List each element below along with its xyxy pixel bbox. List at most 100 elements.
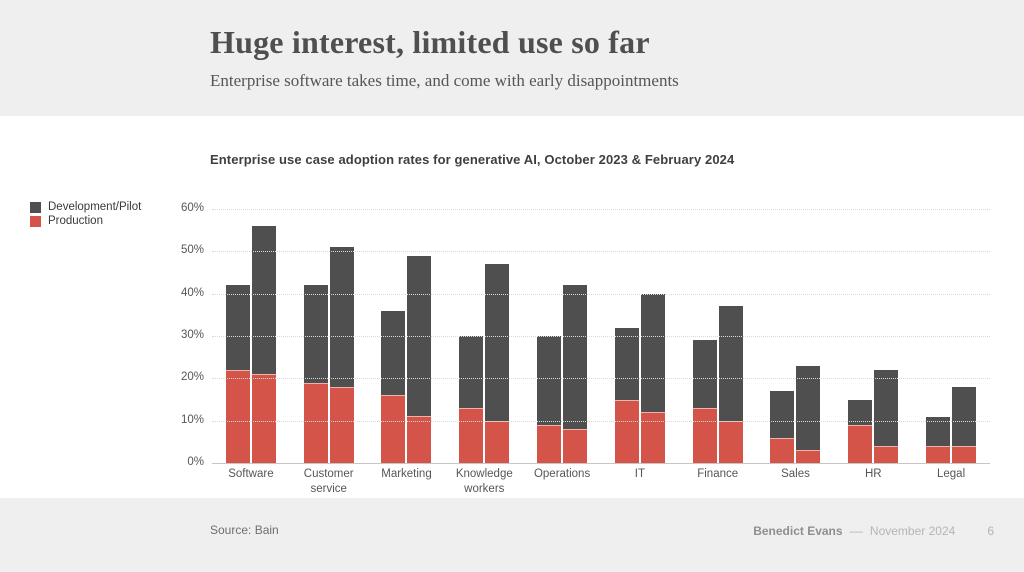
stacked-bar-oct-2023 bbox=[926, 416, 951, 463]
bar-series-container bbox=[212, 209, 990, 463]
y-axis-tick-label: 10% bbox=[180, 413, 204, 426]
bar-segment-production bbox=[718, 420, 743, 463]
stacked-bar-feb-2024 bbox=[329, 247, 354, 463]
bar-segment-production bbox=[848, 424, 873, 463]
bar-segment-development-pilot bbox=[563, 285, 588, 430]
slide-subtitle: Enterprise software takes time, and come… bbox=[210, 71, 679, 90]
bar-group bbox=[757, 209, 835, 463]
stacked-bar-feb-2024 bbox=[952, 386, 977, 463]
x-axis-category-label: IT bbox=[634, 468, 645, 480]
source-note: Source: Bain bbox=[210, 523, 279, 537]
stacked-bar-feb-2024 bbox=[407, 255, 432, 463]
bar-group bbox=[368, 209, 446, 463]
chart-legend: Development/Pilot Production bbox=[30, 201, 141, 229]
footer-author: Benedict Evans bbox=[753, 524, 843, 538]
bar-segment-production bbox=[303, 382, 328, 463]
footer-dash: –– bbox=[849, 524, 863, 538]
footer-band bbox=[0, 498, 1024, 572]
x-axis-category-label: Marketing bbox=[381, 468, 432, 480]
stacked-bar-oct-2023 bbox=[692, 340, 717, 463]
bar-segment-development-pilot bbox=[225, 285, 250, 370]
stacked-bar-oct-2023 bbox=[537, 336, 562, 463]
bar-segment-production bbox=[770, 437, 795, 463]
bar-segment-development-pilot bbox=[381, 310, 406, 396]
bar-group bbox=[523, 209, 601, 463]
bar-segment-production bbox=[251, 374, 276, 463]
bar-segment-development-pilot bbox=[459, 336, 484, 408]
x-axis-category-label: Operations bbox=[533, 468, 591, 480]
gridline bbox=[212, 251, 990, 253]
bar-segment-production bbox=[225, 369, 250, 463]
bar-segment-production bbox=[407, 416, 432, 463]
x-axis-category-label: HR bbox=[864, 468, 882, 480]
bar-segment-production bbox=[692, 408, 717, 463]
bar-segment-development-pilot bbox=[796, 365, 821, 451]
gridline bbox=[212, 420, 990, 422]
y-axis-tick-label: 60% bbox=[180, 202, 204, 214]
bar-group bbox=[834, 209, 912, 463]
gridline bbox=[212, 336, 990, 337]
legend-swatch-development-pilot-icon bbox=[30, 201, 41, 213]
y-axis-tick-label: 30% bbox=[180, 329, 204, 341]
x-axis-labels: Software Customer service Marketing Knowled… bbox=[212, 467, 990, 497]
gridline bbox=[212, 209, 990, 210]
stacked-bar-feb-2024 bbox=[251, 225, 276, 463]
gridline bbox=[212, 378, 990, 380]
x-axis-category-label: Legal bbox=[937, 468, 966, 480]
y-axis-tick-label: 50% bbox=[180, 244, 204, 257]
x-axis-category-label: Knowledge workers bbox=[455, 468, 513, 495]
bar-segment-development-pilot bbox=[692, 340, 717, 408]
stacked-bar-oct-2023 bbox=[614, 327, 639, 463]
bar-segment-development-pilot bbox=[770, 391, 795, 438]
bar-segment-development-pilot bbox=[874, 369, 899, 447]
stacked-bar-oct-2023 bbox=[770, 391, 795, 463]
stacked-bar-oct-2023 bbox=[459, 336, 484, 463]
x-axis-line bbox=[212, 463, 990, 464]
bar-segment-development-pilot bbox=[303, 285, 328, 383]
legend-label: Development/Pilot bbox=[48, 201, 142, 213]
x-axis-category-label: Customer service bbox=[303, 468, 354, 495]
bar-segment-production bbox=[952, 446, 977, 463]
bar-segment-production bbox=[459, 408, 484, 463]
footer-date: November 2024 bbox=[869, 524, 956, 538]
bar-segment-development-pilot bbox=[251, 225, 276, 375]
page-number: 6 bbox=[987, 524, 994, 538]
stacked-bar-oct-2023 bbox=[381, 310, 406, 463]
stacked-bar-oct-2023 bbox=[303, 285, 328, 463]
bar-segment-development-pilot bbox=[485, 264, 510, 421]
bar-group bbox=[679, 209, 757, 463]
x-axis-category-label: Software bbox=[228, 468, 274, 480]
slide-title: Huge interest, limited use so far bbox=[210, 24, 650, 60]
stacked-bar-feb-2024 bbox=[874, 369, 899, 463]
bar-segment-development-pilot bbox=[614, 327, 639, 400]
bar-segment-production bbox=[381, 395, 406, 463]
stacked-bar-oct-2023 bbox=[848, 399, 873, 463]
gridline bbox=[212, 293, 990, 295]
bar-group bbox=[290, 209, 368, 463]
bar-group bbox=[445, 209, 523, 463]
y-axis-tick-label: 40% bbox=[180, 286, 204, 299]
bar-segment-production bbox=[874, 446, 899, 463]
bar-segment-development-pilot bbox=[640, 293, 665, 413]
bar-segment-development-pilot bbox=[407, 255, 432, 417]
bar-segment-production bbox=[926, 446, 951, 463]
bar-group bbox=[212, 209, 290, 463]
bar-segment-production bbox=[485, 420, 510, 463]
bar-group bbox=[601, 209, 679, 463]
footer-credit: Benedict Evans –– November 2024 6 bbox=[753, 524, 994, 538]
header-band bbox=[0, 0, 1024, 116]
bar-segment-production bbox=[796, 450, 821, 463]
bar-segment-production bbox=[329, 386, 354, 463]
bar-segment-development-pilot bbox=[952, 386, 977, 447]
bar-segment-development-pilot bbox=[537, 336, 562, 425]
chart-plot-area: 0% 10% 20% 30% 40% 50% 60% bbox=[181, 202, 990, 468]
x-axis-category-label: Finance bbox=[697, 468, 739, 480]
legend-label: Production bbox=[48, 215, 103, 227]
stacked-bar-feb-2024 bbox=[485, 264, 510, 463]
y-axis-tick-label: 20% bbox=[180, 371, 204, 384]
stacked-bar-feb-2024 bbox=[796, 365, 821, 463]
chart-title: Enterprise use case adoption rates for g… bbox=[210, 152, 735, 167]
legend-swatch-production-icon bbox=[30, 215, 41, 227]
legend-item-development-pilot: Development/Pilot bbox=[30, 201, 141, 213]
